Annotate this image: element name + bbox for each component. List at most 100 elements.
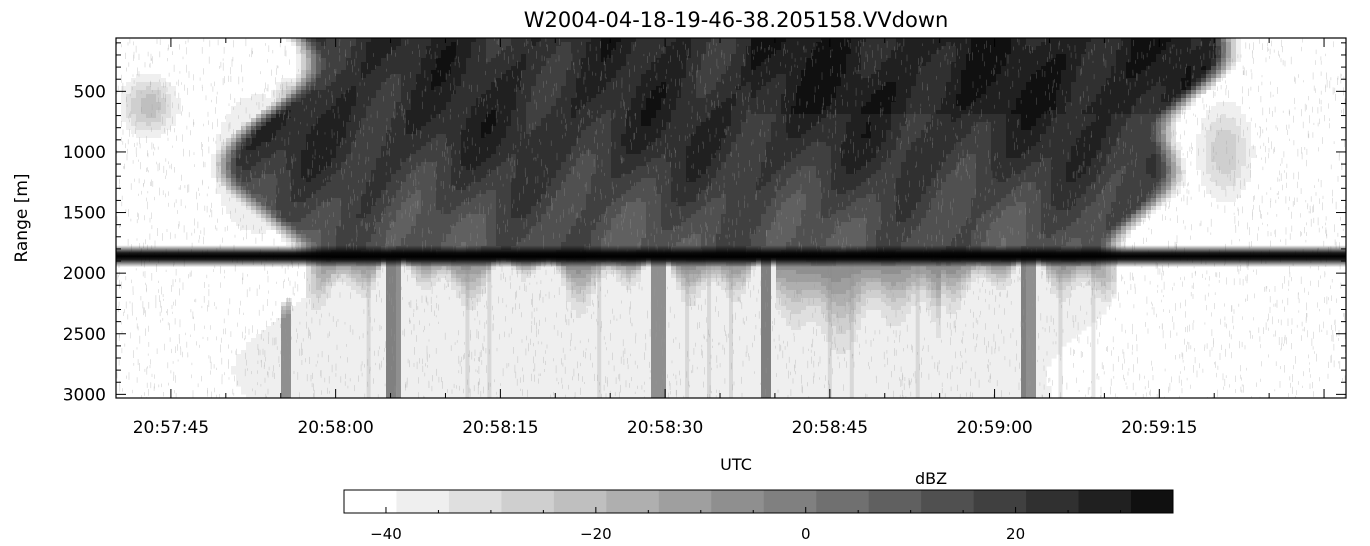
heatmap-cell bbox=[406, 78, 412, 83]
heatmap-cell bbox=[356, 222, 362, 227]
heatmap-cell bbox=[426, 334, 432, 339]
heatmap-cell bbox=[446, 382, 452, 387]
heatmap-cell bbox=[356, 238, 362, 243]
heatmap-cell bbox=[376, 346, 382, 351]
heatmap-cell bbox=[276, 370, 282, 375]
heatmap-cell bbox=[161, 150, 167, 155]
heatmap-cell bbox=[256, 170, 262, 175]
heatmap-cell bbox=[416, 282, 422, 287]
heatmap-cell bbox=[396, 42, 402, 47]
heatmap-cell bbox=[271, 174, 277, 179]
heatmap-cell bbox=[411, 90, 417, 95]
heatmap-cell bbox=[181, 94, 187, 99]
heatmap-cell bbox=[446, 142, 452, 147]
heatmap-cell bbox=[311, 66, 317, 71]
heatmap-cell bbox=[421, 46, 427, 51]
heatmap-cell bbox=[221, 82, 227, 87]
heatmap-cell bbox=[176, 58, 182, 63]
heatmap-cell bbox=[346, 374, 352, 379]
heatmap-cell bbox=[116, 86, 122, 91]
heatmap-cell bbox=[356, 106, 362, 111]
heatmap-cell bbox=[401, 230, 407, 235]
heatmap-cell bbox=[391, 138, 397, 143]
heatmap-cell bbox=[381, 378, 387, 383]
heatmap-cell bbox=[276, 318, 282, 323]
heatmap-cell bbox=[316, 50, 322, 55]
heatmap-cell bbox=[176, 82, 182, 87]
heatmap-cell bbox=[361, 178, 367, 183]
heatmap-cell bbox=[251, 350, 257, 355]
heatmap-cell bbox=[431, 366, 437, 371]
heatmap-cell bbox=[351, 162, 357, 167]
heatmap-cell bbox=[256, 222, 262, 227]
heatmap-cell bbox=[451, 178, 457, 183]
heatmap-cell bbox=[341, 106, 347, 111]
heatmap-cell bbox=[301, 182, 307, 187]
heatmap-cell bbox=[276, 182, 282, 187]
heatmap-cell bbox=[361, 38, 367, 43]
heatmap-cell bbox=[271, 350, 277, 355]
heatmap-cell bbox=[126, 162, 132, 167]
heatmap-cell bbox=[271, 370, 277, 375]
heatmap-cell bbox=[326, 154, 332, 159]
heatmap-cell bbox=[311, 54, 317, 59]
heatmap-cell bbox=[226, 226, 232, 231]
heatmap-cell bbox=[126, 90, 132, 95]
heatmap-cell bbox=[216, 78, 222, 83]
heatmap-cell bbox=[296, 390, 302, 395]
heatmap-cell bbox=[191, 190, 197, 195]
heatmap-cell bbox=[311, 198, 317, 203]
heatmap-cell bbox=[316, 210, 322, 215]
heatmap-cell bbox=[326, 102, 332, 107]
heatmap-cell bbox=[291, 90, 297, 95]
heatmap-cell bbox=[226, 218, 232, 223]
heatmap-cell bbox=[186, 238, 192, 243]
heatmap-cell bbox=[446, 306, 452, 311]
heatmap-cell bbox=[271, 58, 277, 63]
heatmap-cell bbox=[416, 186, 422, 191]
heatmap-cell bbox=[311, 58, 317, 63]
heatmap-cell bbox=[256, 38, 262, 43]
heatmap-cell bbox=[301, 166, 307, 171]
heatmap-cell bbox=[331, 174, 337, 179]
heatmap-cell bbox=[121, 182, 127, 187]
heatmap-cell bbox=[236, 38, 242, 43]
heatmap-cell bbox=[231, 138, 237, 143]
heatmap-cell bbox=[411, 94, 417, 99]
heatmap-cell bbox=[201, 162, 207, 167]
heatmap-cell bbox=[361, 106, 367, 111]
heatmap-cell bbox=[286, 362, 292, 367]
heatmap-cell bbox=[291, 226, 297, 231]
heatmap-cell bbox=[366, 230, 372, 235]
heatmap-cell bbox=[411, 166, 417, 171]
heatmap-cell bbox=[426, 102, 432, 107]
heatmap-cell bbox=[416, 194, 422, 199]
heatmap-cell bbox=[306, 162, 312, 167]
heatmap-cell bbox=[431, 142, 437, 147]
heatmap-cell bbox=[366, 158, 372, 163]
heatmap-cell bbox=[146, 142, 152, 147]
heatmap-cell bbox=[396, 90, 402, 95]
heatmap-cell bbox=[136, 218, 142, 223]
heatmap-cell bbox=[221, 214, 227, 219]
heatmap-cell bbox=[321, 158, 327, 163]
heatmap-cell bbox=[296, 154, 302, 159]
heatmap-cell bbox=[316, 102, 322, 107]
heatmap-cell bbox=[326, 242, 332, 247]
heatmap-cell bbox=[326, 174, 332, 179]
heatmap-cell bbox=[346, 230, 352, 235]
heatmap-cell bbox=[311, 142, 317, 147]
heatmap-cell bbox=[326, 346, 332, 351]
heatmap-cell bbox=[291, 138, 297, 143]
heatmap-cell bbox=[441, 46, 447, 51]
heatmap-cell bbox=[326, 270, 332, 275]
heatmap-cell bbox=[431, 294, 437, 299]
heatmap-cell bbox=[391, 190, 397, 195]
heatmap-cell bbox=[416, 82, 422, 87]
heatmap-cell bbox=[181, 194, 187, 199]
heatmap-cell bbox=[266, 218, 272, 223]
heatmap-cell bbox=[266, 190, 272, 195]
heatmap-cell bbox=[421, 294, 427, 299]
heatmap-cell bbox=[441, 322, 447, 327]
heatmap-cell bbox=[346, 62, 352, 67]
